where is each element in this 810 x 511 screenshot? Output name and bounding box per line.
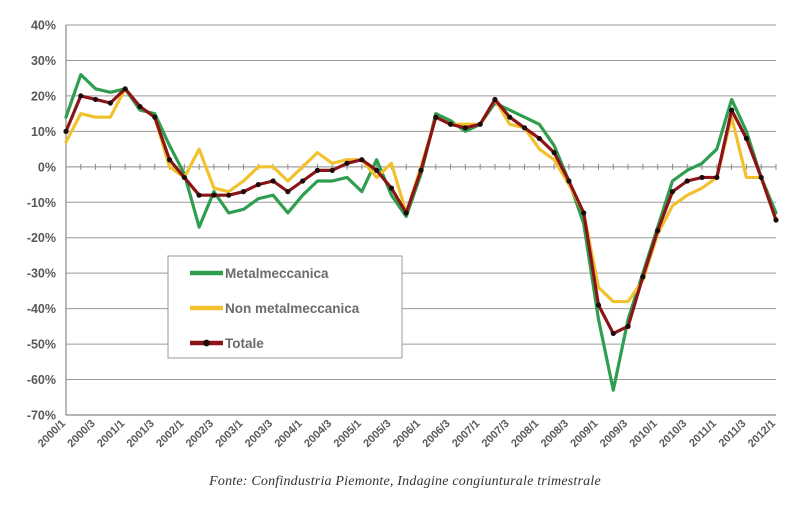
y-axis-tick-label: 0%	[38, 160, 56, 174]
y-axis-tick-label: 20%	[31, 89, 56, 103]
y-axis-tick-label: -10%	[27, 196, 56, 210]
x-axis-tick-label: 2010/3	[657, 418, 689, 450]
data-point-marker	[285, 189, 291, 195]
y-axis-tick-label: 10%	[31, 125, 56, 139]
data-point-marker	[226, 192, 232, 198]
data-point-marker	[92, 96, 99, 103]
x-axis-tick-label: 2006/3	[420, 418, 452, 450]
x-axis-tick-label: 2009/3	[598, 418, 630, 450]
x-axis-tick-label: 2007/3	[480, 418, 512, 450]
data-point-marker	[758, 174, 764, 181]
x-axis-tick-label: 2004/1	[273, 418, 305, 450]
data-point-marker	[403, 210, 409, 216]
data-point-marker	[374, 167, 380, 173]
data-point-marker	[521, 125, 528, 131]
data-point-marker	[107, 100, 113, 106]
x-axis-tick-label: 2000/3	[65, 418, 97, 450]
data-point-marker	[743, 135, 750, 142]
data-point-marker	[433, 114, 439, 120]
data-point-marker	[122, 86, 128, 92]
data-point-marker	[581, 210, 587, 216]
data-point-marker	[270, 178, 276, 184]
x-axis-tick-label: 2011/3	[717, 418, 749, 450]
data-point-marker	[63, 128, 69, 134]
x-axis-tick-label: 2012/1	[746, 418, 778, 450]
x-axis-tick-label: 2001/1	[95, 418, 127, 450]
x-axis-tick-label: 2006/1	[391, 418, 423, 450]
x-axis-tick-label: 2011/1	[687, 418, 719, 450]
data-point-marker	[196, 192, 202, 198]
y-axis-tick-label: 40%	[31, 19, 56, 33]
data-point-marker	[566, 178, 572, 184]
data-point-marker	[78, 93, 84, 99]
data-point-marker	[684, 178, 690, 184]
data-point-marker	[255, 181, 261, 188]
x-axis-tick-label: 2005/3	[361, 418, 393, 450]
data-point-marker	[359, 157, 365, 163]
data-point-marker	[699, 174, 705, 181]
source-note: Fonte: Confindustria Piemonte, Indagine …	[209, 474, 601, 489]
data-point-marker	[625, 323, 631, 329]
data-point-marker	[477, 121, 483, 127]
chart-legend: Metalmeccanica Non metalmeccanica Totale	[167, 255, 403, 359]
x-axis-tick-label: 2008/3	[539, 418, 571, 450]
data-point-marker	[240, 189, 247, 195]
data-point-marker	[329, 167, 335, 173]
data-point-marker	[152, 114, 158, 120]
y-axis-tick-label: -50%	[27, 338, 56, 352]
data-point-marker	[181, 174, 187, 181]
data-point-marker	[447, 121, 454, 127]
data-point-marker	[418, 167, 424, 173]
y-axis-tick-label: -40%	[27, 302, 56, 316]
data-point-marker	[640, 274, 646, 280]
data-point-marker	[669, 189, 676, 195]
data-point-marker	[595, 302, 602, 308]
x-axis-tick-label: 2001/3	[125, 418, 157, 450]
x-axis-tick-label: 2008/1	[509, 418, 541, 450]
x-axis-tick-label: 2009/1	[568, 418, 600, 450]
axes	[65, 25, 776, 416]
data-point-marker	[492, 96, 498, 103]
legend-label-non-metalmeccanica: Non metalmeccanica	[225, 301, 360, 316]
x-axis-tick-label: 2002/3	[184, 418, 216, 450]
data-series	[63, 73, 779, 392]
data-point-marker	[655, 228, 661, 234]
data-point-marker	[462, 125, 468, 131]
y-axis-tick-label: -30%	[27, 267, 56, 281]
x-axis-tick-label: 2003/3	[243, 418, 275, 450]
data-point-marker	[610, 330, 616, 337]
y-axis-tick-label: 30%	[31, 54, 56, 68]
legend-marker-icon	[203, 339, 210, 347]
data-point-marker	[729, 107, 735, 113]
x-axis-tick-label: 2002/1	[154, 418, 186, 450]
data-point-marker	[344, 160, 350, 166]
data-point-marker	[388, 185, 395, 191]
data-point-marker	[314, 167, 321, 173]
data-point-marker	[507, 114, 513, 120]
y-axis-tick-label: -20%	[27, 231, 56, 245]
x-axis-tick-label: 2005/1	[332, 418, 364, 450]
x-axis-tick-label: 2007/1	[450, 418, 482, 450]
y-axis-tick-labels: 40% 30% 20% 10% 0% -10% -20% -30% -40% -50% -60% -7…	[27, 19, 56, 423]
data-point-marker	[551, 150, 557, 156]
legend-label-totale: Totale	[225, 336, 264, 351]
data-point-marker	[714, 174, 720, 181]
x-axis-tick-label: 2004/3	[302, 418, 334, 450]
x-axis-tick-label: 2003/1	[213, 418, 245, 450]
x-axis-tick-label: 2010/1	[628, 418, 660, 450]
x-axis-tick-labels: 2000/12000/32001/12001/32002/12002/32003…	[36, 418, 778, 450]
data-point-marker	[536, 135, 542, 142]
legend-label-metalmeccanica: Metalmeccanica	[225, 266, 329, 281]
y-axis-tick-label: -70%	[27, 409, 56, 423]
data-point-marker	[773, 217, 779, 223]
data-point-marker	[211, 192, 217, 198]
data-point-marker	[166, 157, 173, 163]
y-axis-tick-label: -60%	[27, 373, 56, 387]
data-point-marker	[137, 103, 143, 110]
data-point-marker	[300, 178, 306, 184]
